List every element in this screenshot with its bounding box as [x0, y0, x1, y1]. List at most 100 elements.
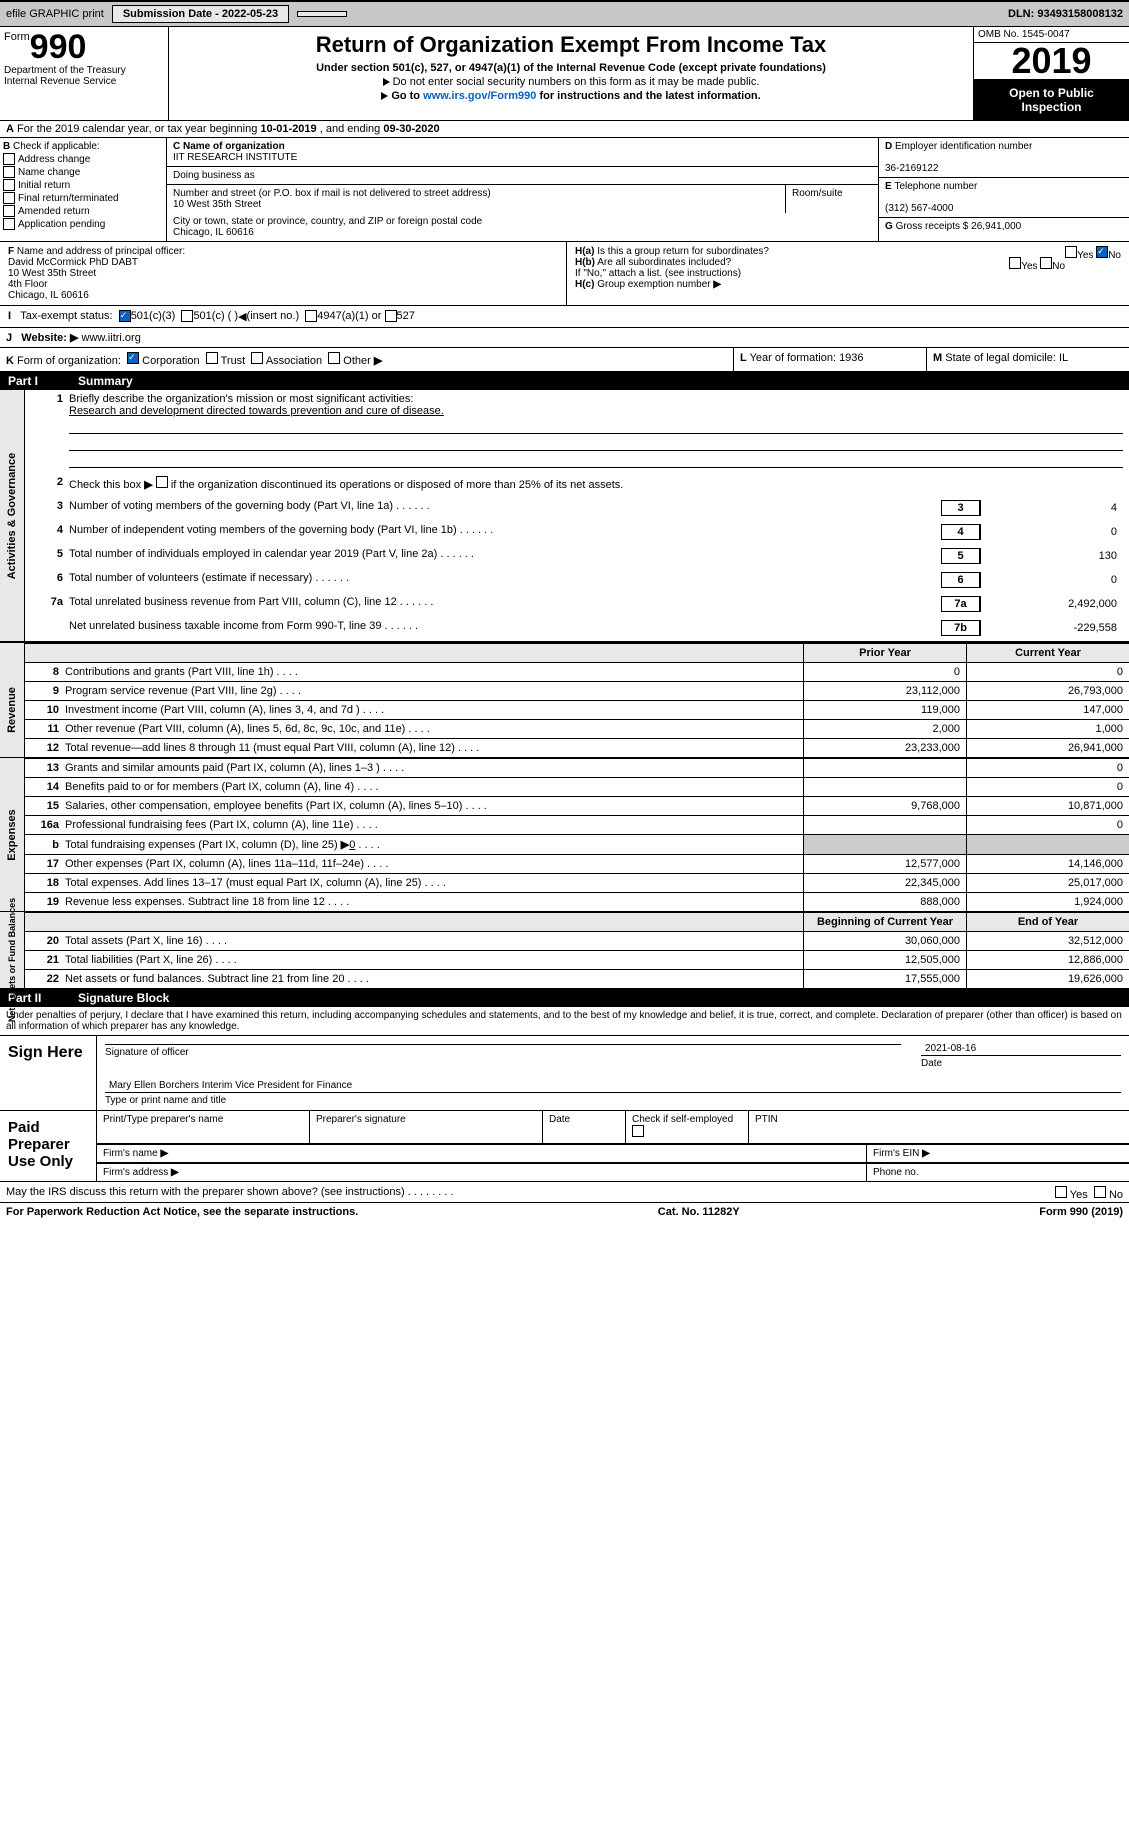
footer-row: For Paperwork Reduction Act Notice, see …: [0, 1202, 1129, 1221]
line-value: -229,558: [980, 620, 1123, 636]
net-assets-section: Net Assets or Fund Balances 20Total asse…: [0, 931, 1129, 989]
form-number: 990: [30, 33, 87, 61]
checkbox[interactable]: [3, 153, 15, 165]
prior-value: 9,768,000: [803, 797, 966, 815]
current-value: 0: [966, 816, 1129, 834]
checkbox-checked[interactable]: [119, 310, 131, 322]
pra-notice: For Paperwork Reduction Act Notice, see …: [6, 1206, 358, 1218]
checkbox[interactable]: [1040, 257, 1052, 269]
declaration-text: Under penalties of perjury, I declare th…: [0, 1007, 1129, 1035]
blank-btn[interactable]: [297, 11, 347, 17]
tax-year: 2019: [974, 43, 1129, 79]
sign-date: 2021-08-16: [921, 1042, 1121, 1056]
section-label: Under section 501(c), 527, or 4947(a)(1)…: [172, 62, 970, 74]
sign-here-block: Sign Here Signature of officer2021-08-16…: [0, 1035, 1129, 1110]
part1-header: Part ISummary: [0, 372, 1129, 390]
line-value: 2,492,000: [980, 596, 1123, 612]
current-value: 25,017,000: [966, 874, 1129, 892]
section-f-h: F Name and address of principal officer:…: [0, 242, 1129, 306]
paid-preparer-block: Paid Preparer Use Only Print/Type prepar…: [0, 1110, 1129, 1181]
side-tab-activities: Activities & Governance: [0, 390, 25, 641]
checkbox[interactable]: [3, 179, 15, 191]
period-row: A For the 2019 calendar year, or tax yea…: [0, 121, 1129, 138]
line-value: 0: [980, 572, 1123, 588]
current-value: [966, 835, 1129, 854]
line-value: 0: [980, 524, 1123, 540]
current-value: 1,000: [966, 720, 1129, 738]
efile-label: efile GRAPHIC print: [6, 8, 104, 20]
b-column: B Check if applicable: Address changeNam…: [0, 138, 167, 241]
checkbox[interactable]: [1065, 246, 1077, 258]
current-value: 32,512,000: [966, 932, 1129, 950]
checkbox[interactable]: [251, 352, 263, 364]
prior-year-hdr: Prior Year: [803, 644, 966, 662]
prior-value: [803, 835, 966, 854]
checkbox[interactable]: [3, 192, 15, 204]
open-to-public: Open to Public Inspection: [974, 79, 1129, 120]
title-cell: Return of Organization Exempt From Incom…: [169, 27, 973, 120]
d-column: D Employer identification number36-21691…: [878, 138, 1129, 241]
checkbox[interactable]: [206, 352, 218, 364]
checkbox[interactable]: [1055, 1186, 1067, 1198]
dept-label: Department of the Treasury Internal Reve…: [4, 65, 164, 87]
part2-header: Part IISignature Block: [0, 989, 1129, 1007]
activities-governance: Activities & Governance 1Briefly describ…: [0, 390, 1129, 642]
arrow-icon: [381, 92, 388, 100]
dln-label: DLN: 93493158008132: [1008, 8, 1123, 20]
gross-receipts: 26,941,000: [971, 221, 1021, 232]
side-tab-revenue: Revenue: [0, 662, 25, 757]
checkbox[interactable]: [328, 352, 340, 364]
arrow-icon: [383, 78, 390, 86]
checkbox[interactable]: [156, 476, 168, 488]
prior-value: 0: [803, 663, 966, 681]
ein-value: 36-2169122: [885, 163, 938, 174]
prior-value: 888,000: [803, 893, 966, 911]
checkbox[interactable]: [3, 205, 15, 217]
current-value: 0: [966, 778, 1129, 796]
prior-value: 23,233,000: [803, 739, 966, 757]
row-j: J Website: ▶ www.iitri.org: [0, 328, 1129, 348]
line-box: 7a: [941, 596, 980, 612]
phone-value: (312) 567-4000: [885, 203, 953, 214]
line-box: 5: [941, 548, 980, 564]
irs-link[interactable]: www.irs.gov/Form990: [423, 90, 536, 102]
line-value: 130: [980, 548, 1123, 564]
current-value: 14,146,000: [966, 855, 1129, 873]
checkbox[interactable]: [3, 218, 15, 230]
current-value: 0: [966, 759, 1129, 777]
line-value: 4: [980, 500, 1123, 516]
section-b-to-g: B Check if applicable: Address changeNam…: [0, 138, 1129, 242]
side-tab-expenses: Expenses: [0, 758, 25, 911]
submission-date-btn[interactable]: Submission Date - 2022-05-23: [112, 5, 289, 23]
catalog-no: Cat. No. 11282Y: [658, 1206, 740, 1218]
checkbox[interactable]: [385, 310, 397, 322]
current-value: 19,626,000: [966, 970, 1129, 988]
checkbox[interactable]: [632, 1125, 644, 1137]
checkbox[interactable]: [1094, 1186, 1106, 1198]
right-header-col: OMB No. 1545-0047 2019 Open to Public In…: [973, 27, 1129, 120]
street-address: 10 West 35th Street: [173, 199, 261, 210]
form-title: Return of Organization Exempt From Incom…: [172, 32, 970, 58]
checkbox[interactable]: [3, 166, 15, 178]
prior-value: [803, 778, 966, 796]
form-ref: Form 990 (2019): [1039, 1206, 1123, 1218]
checkbox[interactable]: [1009, 257, 1021, 269]
line-box: 7b: [941, 620, 980, 636]
row-klm: K Form of organization: Corporation Trus…: [0, 348, 1129, 372]
net-header: Beginning of Current YearEnd of Year: [0, 912, 1129, 931]
prior-value: 17,555,000: [803, 970, 966, 988]
checkbox-checked[interactable]: [127, 352, 139, 364]
prior-value: 30,060,000: [803, 932, 966, 950]
current-value: 1,924,000: [966, 893, 1129, 911]
may-irs-row: May the IRS discuss this return with the…: [0, 1181, 1129, 1202]
prior-value: 119,000: [803, 701, 966, 719]
line-box: 4: [941, 524, 980, 540]
prior-value: 2,000: [803, 720, 966, 738]
checkbox[interactable]: [181, 310, 193, 322]
current-value: 26,941,000: [966, 739, 1129, 757]
current-value: 0: [966, 663, 1129, 681]
prior-value: 23,112,000: [803, 682, 966, 700]
expenses-section: Expenses 13Grants and similar amounts pa…: [0, 758, 1129, 912]
checkbox[interactable]: [305, 310, 317, 322]
checkbox-checked[interactable]: [1096, 246, 1108, 258]
